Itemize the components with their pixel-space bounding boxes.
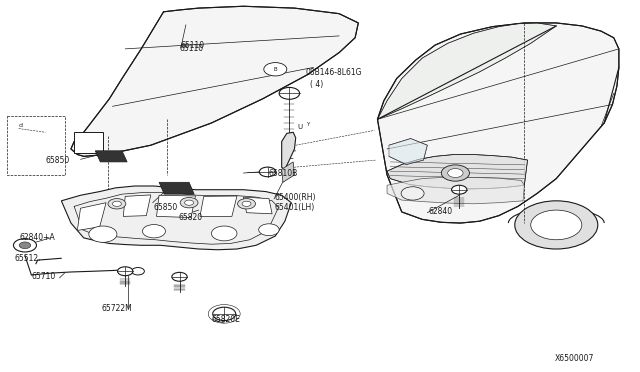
Polygon shape <box>282 132 296 169</box>
Text: 65722M: 65722M <box>102 304 132 313</box>
Circle shape <box>515 201 598 249</box>
Circle shape <box>237 199 255 209</box>
Polygon shape <box>74 132 103 153</box>
Circle shape <box>180 198 198 208</box>
Text: X6500007: X6500007 <box>556 354 595 363</box>
Circle shape <box>264 62 287 76</box>
Circle shape <box>184 200 193 205</box>
Circle shape <box>118 267 133 276</box>
Circle shape <box>442 165 469 181</box>
Circle shape <box>89 226 117 242</box>
Circle shape <box>401 187 424 200</box>
Polygon shape <box>387 154 527 189</box>
Circle shape <box>132 267 145 275</box>
Text: 65710: 65710 <box>31 272 56 281</box>
Text: 65400(RH): 65400(RH) <box>274 193 316 202</box>
Text: 65820E: 65820E <box>211 315 240 324</box>
Text: ( 4): ( 4) <box>310 80 323 89</box>
Text: 62840: 62840 <box>429 208 452 217</box>
Text: 62840+A: 62840+A <box>20 233 56 243</box>
Circle shape <box>13 238 36 252</box>
Polygon shape <box>387 177 524 204</box>
Polygon shape <box>95 151 127 162</box>
Circle shape <box>113 201 122 206</box>
Circle shape <box>259 167 276 177</box>
Text: 65850: 65850 <box>45 155 70 164</box>
Text: Y: Y <box>306 122 309 127</box>
Circle shape <box>242 201 251 206</box>
Circle shape <box>531 210 582 240</box>
Text: 65110: 65110 <box>180 41 205 51</box>
Circle shape <box>259 224 279 235</box>
Text: 65810B: 65810B <box>269 169 298 177</box>
Polygon shape <box>61 186 291 250</box>
Polygon shape <box>378 23 556 119</box>
Polygon shape <box>77 203 106 231</box>
Circle shape <box>19 242 31 248</box>
Polygon shape <box>159 182 194 194</box>
Circle shape <box>452 185 467 194</box>
Text: 65820: 65820 <box>178 213 202 222</box>
Circle shape <box>108 199 126 209</box>
Polygon shape <box>71 6 358 156</box>
Text: 08B146-8L61G: 08B146-8L61G <box>306 68 362 77</box>
Polygon shape <box>124 195 151 217</box>
Polygon shape <box>282 162 294 182</box>
Text: 65850: 65850 <box>154 203 178 212</box>
Polygon shape <box>200 196 237 217</box>
Polygon shape <box>378 23 619 223</box>
Text: 65110: 65110 <box>179 44 204 53</box>
Text: 65401(LH): 65401(LH) <box>274 203 314 212</box>
Polygon shape <box>389 138 428 164</box>
Circle shape <box>143 225 166 238</box>
Text: B: B <box>273 67 277 72</box>
Circle shape <box>211 226 237 241</box>
Circle shape <box>172 272 187 281</box>
Polygon shape <box>157 195 195 218</box>
Text: 65512: 65512 <box>15 254 39 263</box>
Circle shape <box>279 87 300 99</box>
Text: d: d <box>19 123 22 128</box>
Text: U: U <box>297 124 302 130</box>
Circle shape <box>212 307 236 321</box>
Polygon shape <box>243 197 272 214</box>
Circle shape <box>448 169 463 177</box>
